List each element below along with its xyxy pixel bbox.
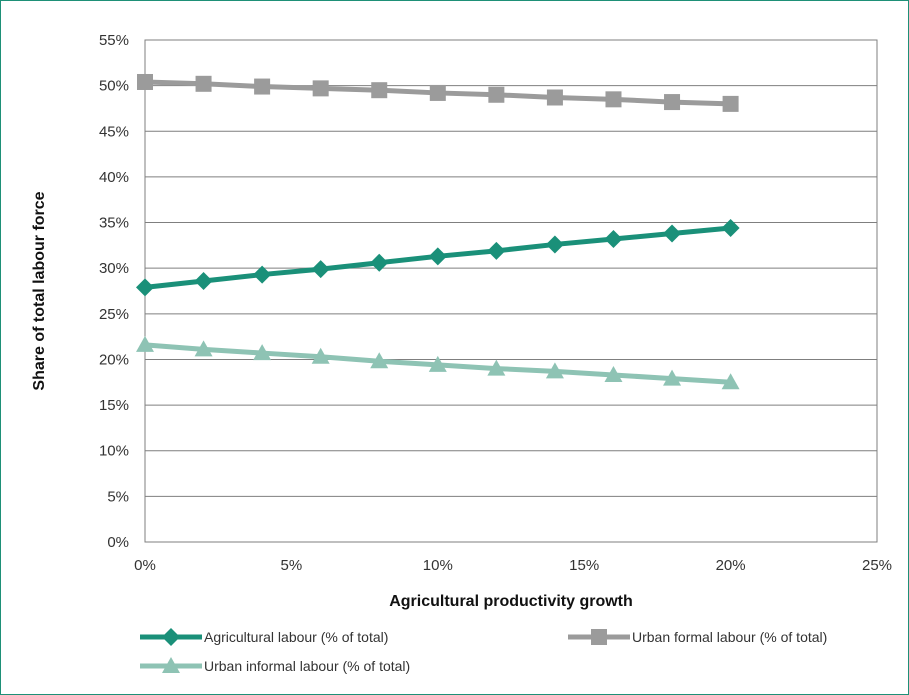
series-point-square	[722, 95, 739, 112]
series-point-triangle	[487, 359, 506, 376]
legend: Agricultural labour (% of total) Urban fo…	[140, 628, 827, 674]
y-axis-ticks: 0% 5% 10% 15% 20% 25% 30% 35% 40% 45% 50% 55%	[99, 32, 129, 551]
x-tick-label: 20%	[716, 557, 746, 574]
series-point-diamond	[604, 229, 623, 248]
series-point-square	[371, 82, 388, 99]
plot-area	[144, 39, 878, 543]
y-tick-label: 0%	[107, 534, 129, 551]
y-tick-label: 35%	[99, 215, 129, 232]
x-axis-ticks: 0% 5% 10% 15% 20% 25%	[134, 557, 892, 574]
y-tick-label: 20%	[99, 351, 129, 368]
series-point-triangle	[370, 352, 389, 369]
y-tick-label: 15%	[99, 397, 129, 414]
series-point-square	[605, 91, 622, 108]
y-axis-title: Share of total labour force	[31, 191, 48, 390]
series-point-triangle	[663, 369, 682, 386]
series-2	[136, 335, 740, 390]
x-tick-label: 0%	[134, 557, 156, 574]
series-point-square	[254, 78, 271, 95]
series-point-triangle	[194, 340, 213, 357]
y-tick-label: 30%	[99, 260, 129, 277]
series-point-square	[429, 84, 446, 101]
series-1	[137, 73, 739, 112]
series-point-diamond	[194, 271, 213, 290]
y-tick-label: 50%	[99, 78, 129, 95]
series-point-triangle	[721, 373, 740, 390]
legend-label: Urban formal labour (% of total)	[632, 629, 827, 645]
series-point-diamond	[311, 260, 330, 279]
series-point-square	[664, 94, 681, 111]
series-point-diamond	[487, 241, 506, 260]
series-point-triangle	[604, 365, 623, 382]
legend-item: Urban formal labour (% of total)	[568, 629, 827, 645]
series-point-square	[488, 86, 505, 103]
x-tick-label: 25%	[862, 557, 892, 574]
series-point-diamond	[136, 278, 154, 297]
legend-label: Agricultural labour (% of total)	[204, 629, 388, 645]
y-tick-label: 55%	[99, 32, 129, 49]
series-point-triangle	[428, 355, 447, 372]
series-point-diamond	[162, 628, 180, 646]
series-point-square	[312, 80, 329, 97]
series-point-diamond	[253, 265, 272, 284]
series-point-diamond	[545, 235, 564, 254]
series-point-triangle	[253, 344, 272, 361]
series-point-triangle	[311, 347, 330, 364]
series-point-square	[137, 73, 153, 90]
series-point-diamond	[428, 247, 447, 266]
y-tick-label: 45%	[99, 123, 129, 140]
x-axis-title: Agricultural productivity growth	[389, 593, 633, 610]
series-point-square	[195, 75, 212, 92]
series-point-triangle	[545, 362, 564, 379]
legend-item: Agricultural labour (% of total)	[140, 628, 388, 646]
legend-item: Urban informal labour (% of total)	[140, 657, 410, 674]
y-tick-label: 10%	[99, 443, 129, 460]
y-tick-label: 5%	[107, 488, 129, 505]
y-tick-label: 40%	[99, 169, 129, 186]
series-point-diamond	[721, 219, 740, 238]
series-point-diamond	[370, 253, 389, 272]
x-tick-label: 15%	[569, 557, 599, 574]
series-point-square	[546, 89, 563, 106]
x-tick-label: 5%	[281, 557, 303, 574]
series-point-triangle	[136, 335, 154, 352]
x-tick-label: 10%	[423, 557, 453, 574]
series-point-diamond	[663, 224, 682, 243]
series-group	[136, 73, 740, 390]
series-point-triangle	[162, 657, 180, 673]
series-point-square	[591, 629, 607, 645]
series-0	[136, 219, 740, 297]
y-tick-label: 25%	[99, 306, 129, 323]
legend-label: Urban informal labour (% of total)	[204, 658, 410, 674]
